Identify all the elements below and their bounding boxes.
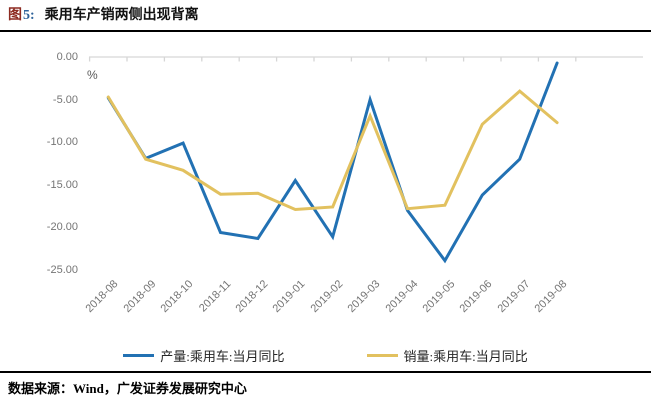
data-source-note: 数据来源：Wind，广发证券发展研究中心 [8,381,247,396]
legend-item-production: 产量:乘用车:当月同比 [123,346,285,365]
y-tick-label: -25.00 [46,264,78,276]
production-line-swatch [123,353,155,357]
production-line [106,61,559,264]
figure-caption-number: 5: [23,8,35,23]
chart-legend: 产量:乘用车:当月同比 销量:乘用车:当月同比 [0,346,651,364]
y-axis-unit-label: % [87,68,98,82]
figure-caption: 图5: 乘用车产销两侧出现背离 [8,7,648,25]
y-tick-label: 0.00 [56,51,78,63]
line-chart: % 0.00 -5.00 -10.00 -15.00 -20.00 -25.00 2018-… [0,40,651,340]
figure-caption-label: 图 [8,8,22,23]
y-tick-label: -10.00 [46,136,78,149]
legend-label-production: 产量:乘用车:当月同比 [160,348,285,364]
legend-item-sales: 销量:乘用车:当月同比 [366,346,528,365]
footer-divider [0,371,651,373]
title-divider [0,30,651,32]
plot-canvas [88,56,643,264]
sales-line [106,89,559,212]
y-tick-label: -15.00 [46,178,78,191]
figure-title: 乘用车产销两侧出现背离 [44,8,199,23]
legend-label-sales: 销量:乘用车:当月同比 [403,348,528,364]
y-tick-label: -20.00 [46,221,78,234]
y-tick-label: -5.00 [52,93,78,106]
sales-line-swatch [366,353,398,357]
